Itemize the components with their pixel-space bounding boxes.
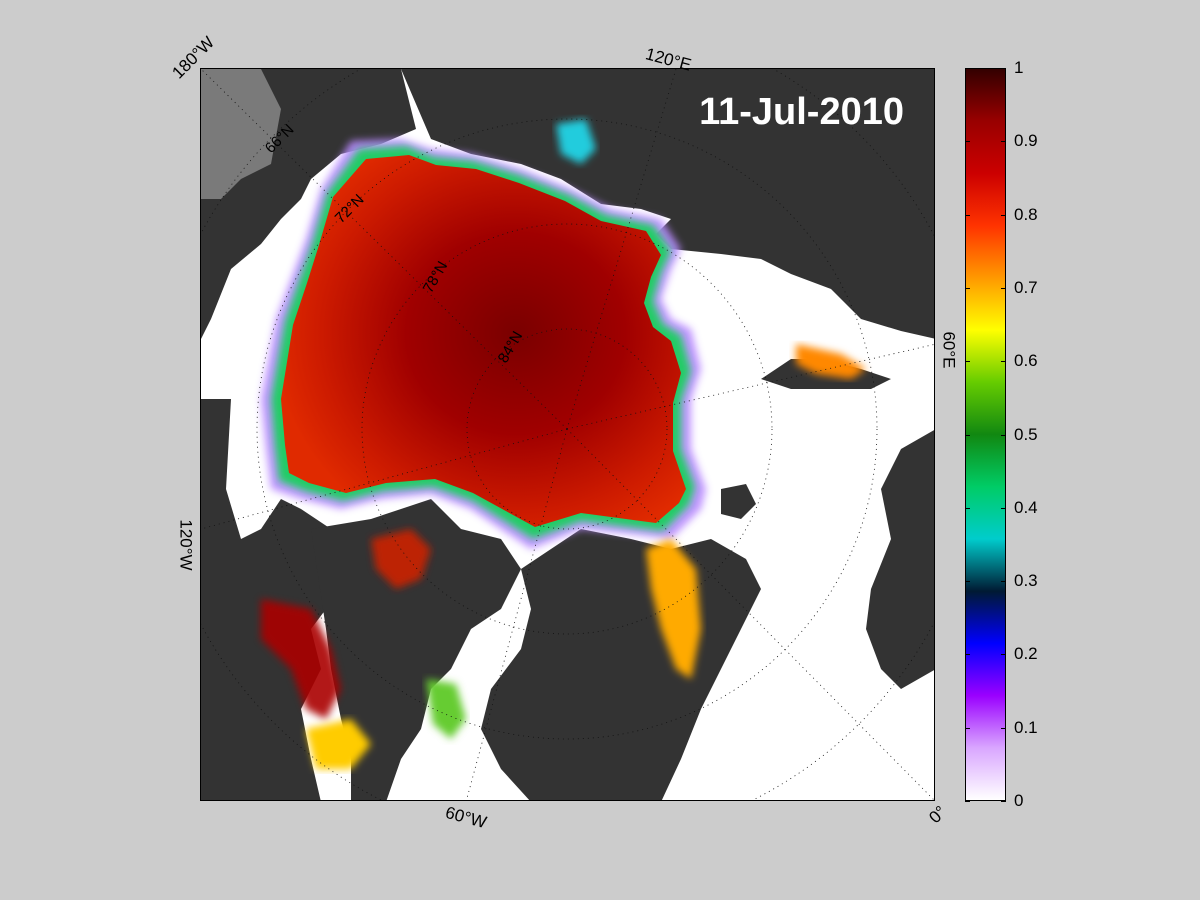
colorbar-tick-label: 0.2 <box>1014 644 1038 664</box>
colorbar-tick-mark <box>965 287 970 289</box>
colorbar-tick-mark <box>965 507 970 509</box>
colorbar-tick-mark <box>965 68 970 69</box>
colorbar-tick-mark <box>1001 727 1006 729</box>
pack-ice <box>281 155 686 527</box>
colorbar-tick-mark <box>1001 581 1006 583</box>
map-canvas: 66°N 72°N 78°N 84°N <box>201 69 934 800</box>
colorbar-tick-mark <box>965 581 970 583</box>
colorbar-tick-mark <box>1001 287 1006 289</box>
land-archipelago <box>311 499 521 800</box>
land-no-data <box>201 69 281 199</box>
colorbar-tick-mark <box>1001 434 1006 436</box>
colorbar-tick-mark <box>1001 141 1006 143</box>
colorbar-tick-mark <box>965 801 970 802</box>
colorbar-tick-mark <box>965 361 970 363</box>
colorbar-tick-label: 0 <box>1014 791 1024 810</box>
colorbar-tick-mark <box>1001 361 1006 363</box>
lon-label-60w: 60°W <box>443 802 489 833</box>
lon-label-0: 0° <box>925 802 951 828</box>
colorbar <box>965 68 1006 801</box>
colorbar-tick-mark <box>1001 801 1006 802</box>
land-svalbard <box>721 484 756 519</box>
lon-label-60e: 60°E <box>939 331 959 369</box>
ice-top-patch <box>556 119 596 164</box>
colorbar-tick-label: 0.7 <box>1014 277 1038 297</box>
colorbar-tick-mark <box>1001 214 1006 216</box>
colorbar-tick-mark <box>1001 68 1006 69</box>
colorbar-tick-mark <box>1001 654 1006 656</box>
date-label: 11-Jul-2010 <box>699 91 904 133</box>
colorbar-tick-mark <box>965 141 970 143</box>
lon-label-120w: 120°W <box>176 519 196 571</box>
ice-baffin <box>426 679 466 739</box>
colorbar-tick-label: 0.9 <box>1014 131 1038 151</box>
colorbar-tick-label: 0.5 <box>1014 424 1038 444</box>
ice-archipelago-2 <box>371 529 431 589</box>
land-siberia <box>401 69 934 339</box>
colorbar-tick-mark <box>965 214 970 216</box>
colorbar-tick-mark <box>965 654 970 656</box>
colorbar-tick-label: 0.8 <box>1014 204 1038 224</box>
colorbar-tick-mark <box>965 434 970 436</box>
colorbar-tick-label: 0.6 <box>1014 351 1038 371</box>
colorbar-tick-mark <box>1001 507 1006 509</box>
graticule <box>201 69 934 800</box>
colorbar-tick-label: 1 <box>1014 58 1024 77</box>
ice-archipelago <box>261 599 341 719</box>
land-scandinavia <box>866 430 934 689</box>
colorbar-tick-label: 0.1 <box>1014 717 1038 737</box>
ice-hudson <box>306 719 371 769</box>
colorbar-tick-label: 0.4 <box>1014 497 1038 517</box>
ice-east-greenland <box>646 539 701 679</box>
colorbar-tick-label: 0.3 <box>1014 571 1038 591</box>
colorbar-tick-mark <box>965 727 970 729</box>
sea-ice-map: 66°N 72°N 78°N 84°N 11-Jul-2010 <box>200 68 935 801</box>
land-canada <box>201 399 351 800</box>
ice-barents-patch <box>796 344 866 379</box>
